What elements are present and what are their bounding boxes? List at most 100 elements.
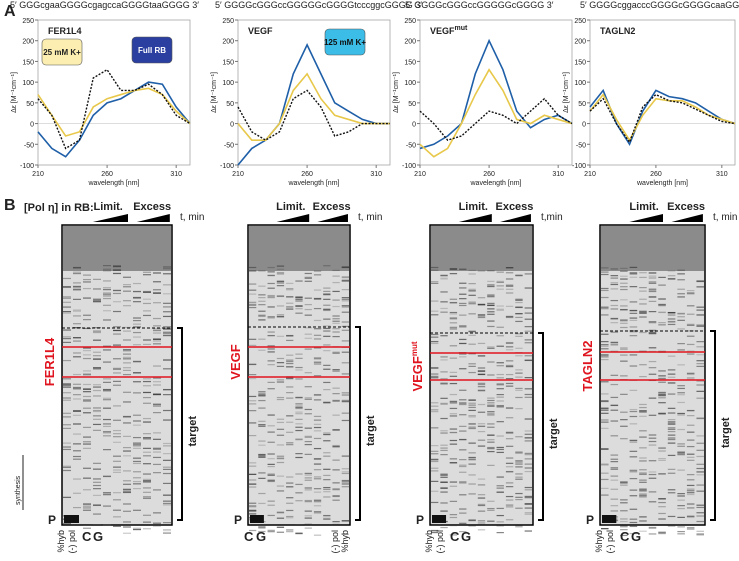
gel-band [601,419,609,421]
gel-band [629,319,638,322]
gel-band [667,428,676,431]
gel-band [323,440,331,442]
gel-band [123,373,131,376]
gel-band [123,450,131,452]
gel-band [313,505,322,507]
gel-band [123,450,131,452]
gel-band [440,359,448,361]
gel-band [524,463,532,465]
gel-band [487,500,495,502]
gel-band [123,339,131,341]
gel-band [93,355,101,357]
gel-band [113,333,121,335]
gel-band [295,532,303,535]
gel-band [123,483,131,485]
gel-band [249,303,257,305]
gel-band [332,281,340,284]
gel-band [648,373,657,375]
gel-band [496,362,504,364]
gel-band [113,525,121,528]
gel-band [505,470,514,473]
gel-band [487,439,495,441]
gel-band [286,366,294,368]
y-tick-label: -50 [576,142,586,149]
gel-band [267,294,275,297]
gel-band [83,400,91,402]
gel-band [258,270,266,272]
gel-band [267,465,275,468]
gel-band [267,282,275,285]
gel-band [143,473,151,475]
gel-band [276,475,285,477]
gel-band [496,525,504,527]
gel-band [648,360,657,363]
gel-band [601,287,609,290]
gel-band [113,492,121,494]
gel-band [73,340,81,342]
gel-band [620,305,628,307]
gel-band [163,302,171,304]
gel-band [258,393,266,395]
gel-band [601,407,609,409]
gel-band [341,325,349,327]
gel-band [83,443,91,445]
gel-band [133,477,141,479]
gel-band [323,432,331,434]
gel-band [63,416,71,418]
gel-band [610,461,619,463]
gel-band [93,410,101,413]
gel-band [648,491,657,493]
gel-band [249,293,257,295]
gel-band [468,294,476,296]
gel-band [163,442,171,445]
gel-band [477,342,486,345]
gel-band [459,302,467,305]
y-tick-label: 150 [22,59,34,66]
gel-band [276,335,285,337]
gel-band [468,474,476,476]
gel-band [658,370,666,372]
gel-band [83,524,91,526]
gel-band [313,274,322,276]
gel-band [440,487,448,489]
gel-band [258,407,266,409]
gel-band [629,439,638,441]
gel-band [610,409,619,411]
gel-band [524,530,532,532]
gel-band [639,410,647,412]
gel-band [431,336,439,338]
gel-band [73,398,81,400]
gel-band [323,440,331,442]
gel-band [133,360,141,362]
gel-band [286,431,294,433]
gel-band [341,481,349,483]
gel-band [505,316,514,319]
gel-band [163,472,171,475]
gel [61,224,173,526]
gel-band [113,471,121,473]
gel-band [477,367,486,369]
x-tick-label: 260 [483,171,495,178]
gel-band [496,309,504,311]
gel-band [639,411,647,413]
gel-band [477,316,486,319]
gel-band [83,447,91,449]
panel-label: B [4,197,16,214]
gel-band [63,466,71,468]
gel-band [276,444,285,446]
gel-band [249,483,257,485]
gel-band [313,356,322,359]
gel-band [323,309,331,312]
annotation-box [131,36,173,64]
gel-band [648,473,657,476]
gel-band [505,382,514,385]
gel-band [620,419,628,421]
gel-band [496,388,504,390]
gel-band [487,294,495,296]
gel-band [286,529,294,531]
gel-band [639,479,647,481]
gel-band [629,423,638,425]
gel-band [449,326,458,328]
gel-band [477,504,486,507]
gel-band [286,289,294,291]
